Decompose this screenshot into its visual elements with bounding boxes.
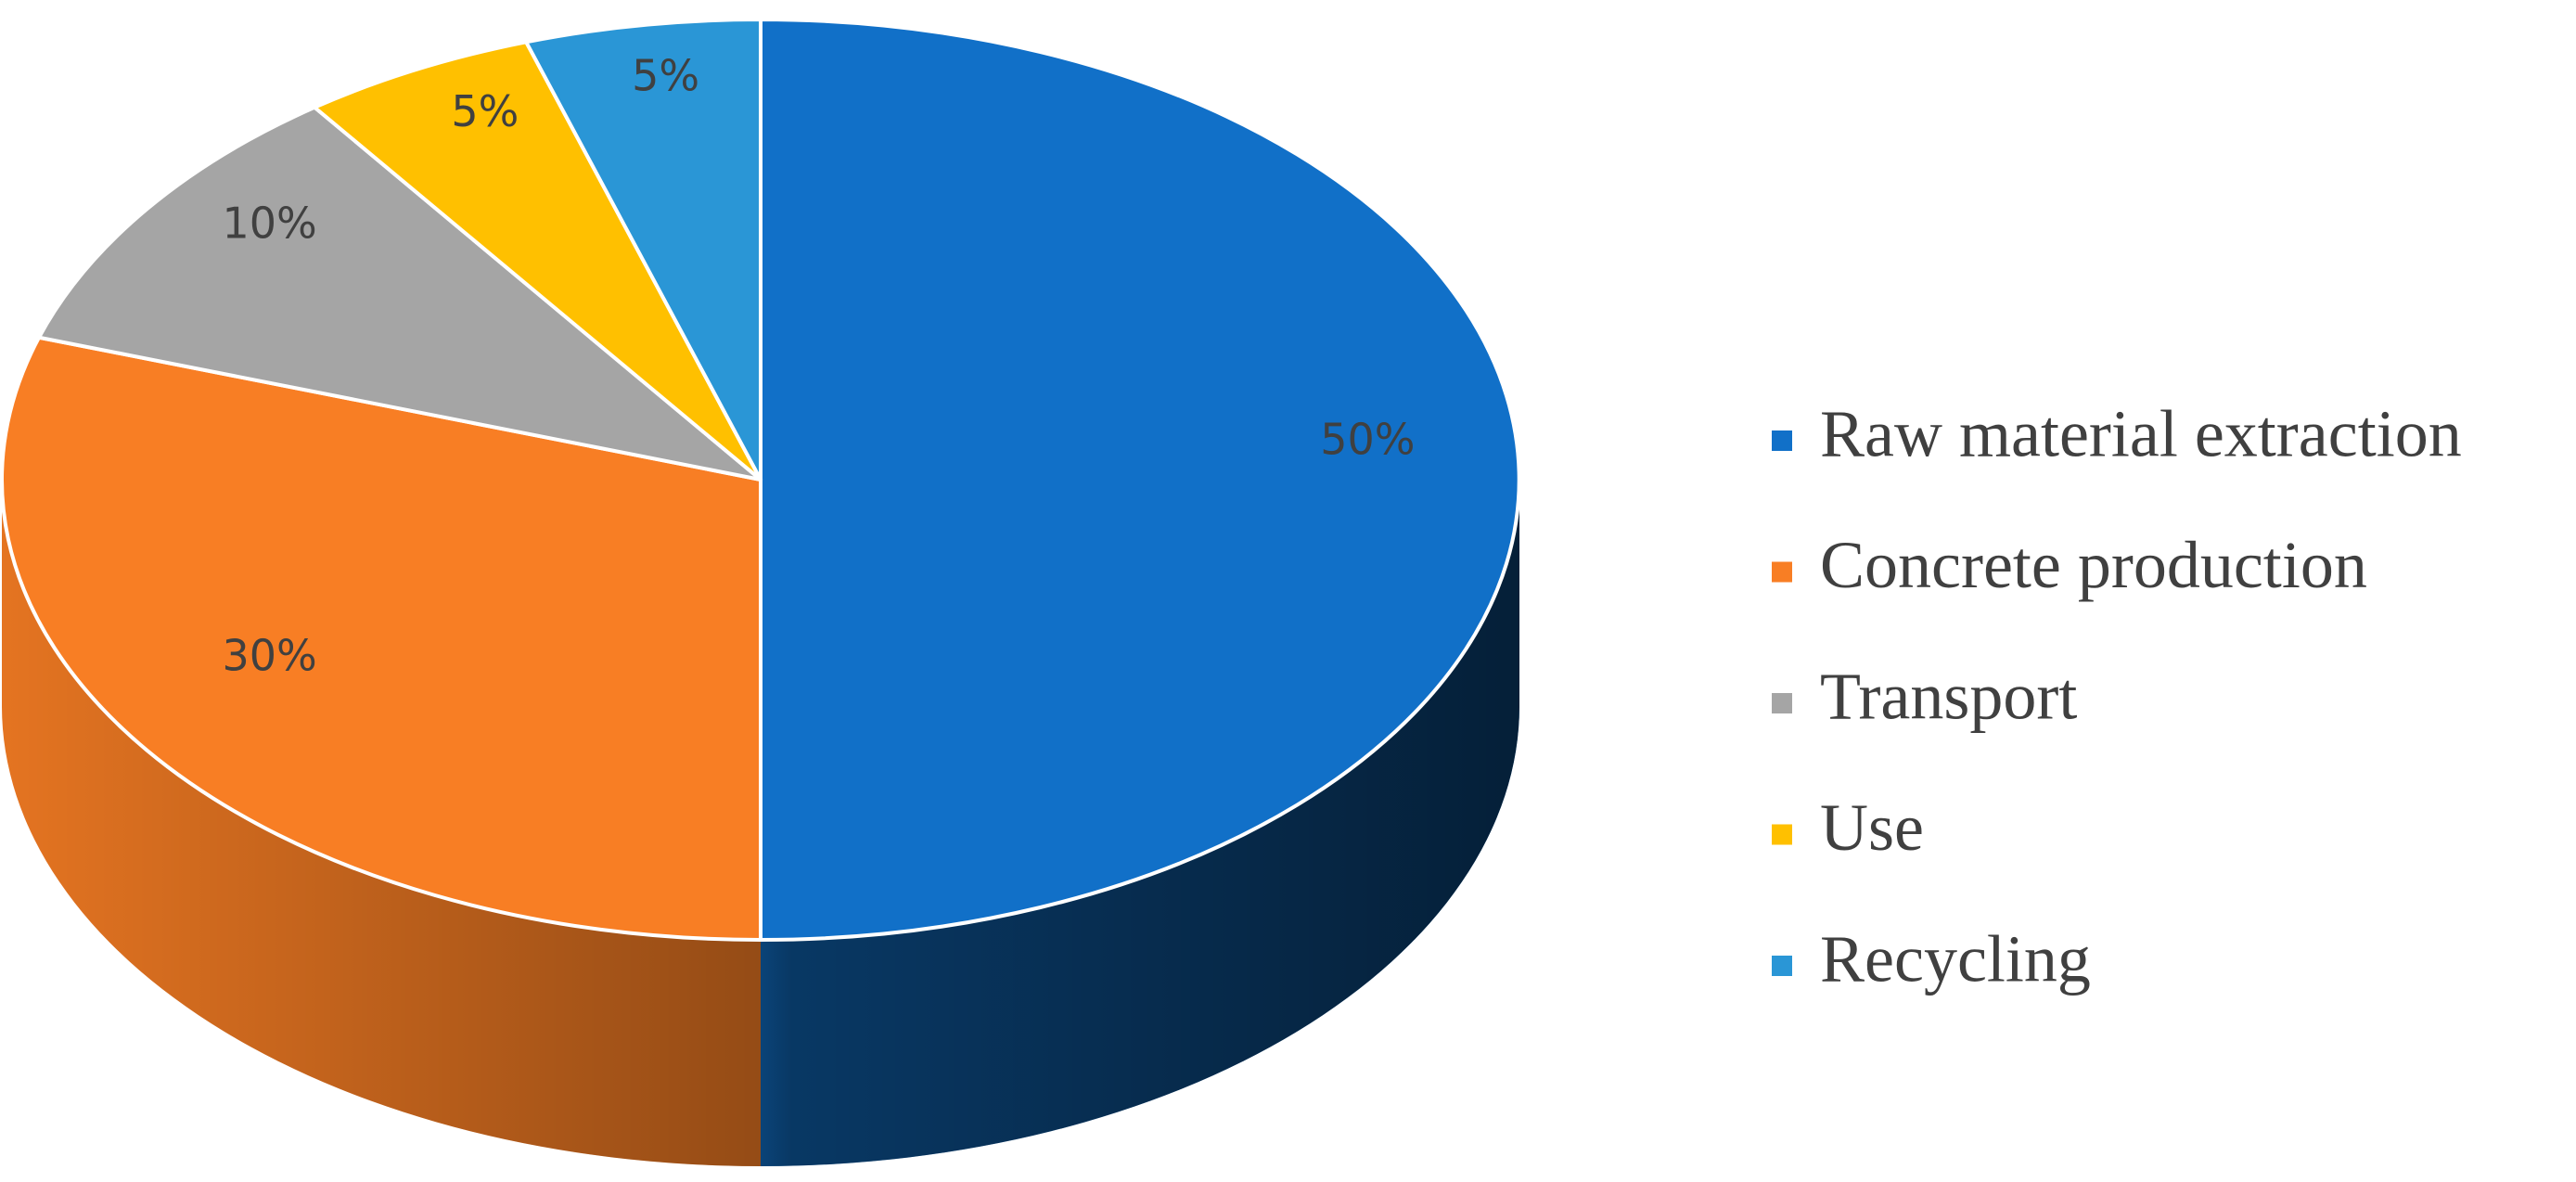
legend: Raw material extraction Concrete producti…: [1772, 397, 2462, 996]
slice: [759, 18, 1521, 942]
pie-sides: [2, 480, 1519, 1166]
legend-label: Use: [1820, 790, 1924, 865]
slice: [313, 40, 763, 482]
data-labels: 50% 30% 10% 5% 5%: [222, 51, 1415, 681]
data-label: 5%: [632, 51, 699, 101]
legend-swatch: [1772, 430, 1792, 451]
legend-swatch: [1772, 693, 1792, 713]
legend-label: Concrete production: [1820, 528, 2367, 602]
slice: [524, 18, 763, 482]
data-label: 10%: [222, 198, 316, 248]
data-label: 5%: [451, 86, 519, 136]
data-label: 30%: [222, 631, 316, 681]
legend-swatch: [1772, 561, 1792, 583]
data-label: 50%: [1320, 415, 1415, 465]
slice: [37, 105, 763, 482]
side-shade: [761, 480, 1519, 1166]
legend-label: Raw material extraction: [1820, 397, 2462, 471]
slice: [0, 335, 763, 942]
pie-tops: [0, 18, 1521, 942]
side-shade: [2, 480, 761, 1166]
legend-swatch: [1772, 824, 1792, 845]
legend-swatch: [1772, 956, 1792, 976]
legend-label: Transport: [1820, 660, 2077, 734]
legend-label: Recycling: [1820, 922, 2091, 996]
